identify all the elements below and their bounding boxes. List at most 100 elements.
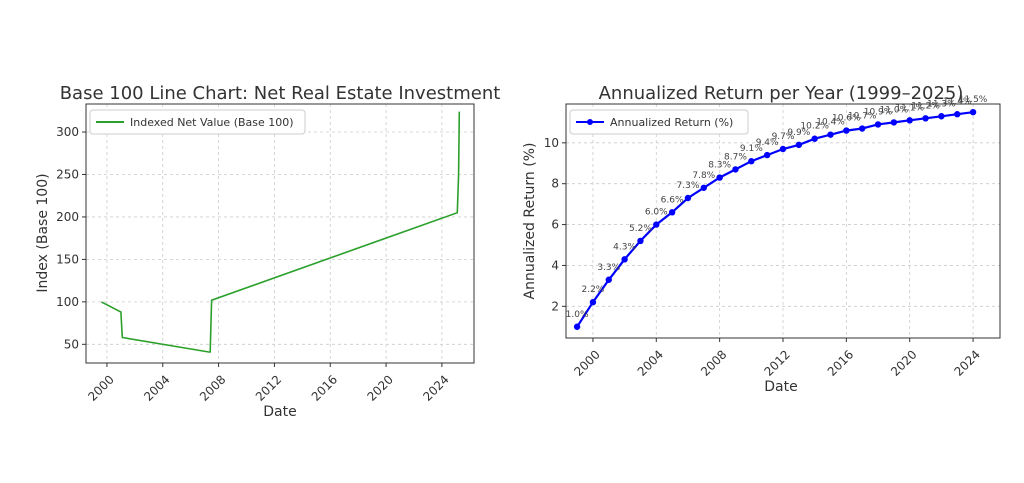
chart2-x-ticks: 2000 2004 2008 2012 2016 2020 2024 [571,338,983,379]
chart1-series-line [101,111,461,353]
chart2-series [573,108,977,330]
chart2-data-point [811,135,818,142]
chart2-data-point [827,131,834,138]
chart2-data-point [858,125,866,132]
chart1-title: Base 100 Line Chart: Net Real Estate Inv… [60,83,501,104]
chart2-data-label: 6.0% [645,208,668,218]
chart2-data-point [779,145,787,153]
chart2-title: Annualized Return per Year (1999–2025) [599,83,964,104]
chart2-data-label: 11.5% [959,95,988,105]
chart2-data-label: 9.4% [756,138,779,148]
chart2-data-label: 10.9% [864,107,893,117]
chart1-y-label: Index (Base 100) [35,173,51,292]
chart2-grid [566,104,1000,338]
chart2-legend: Annualized Return (%) [569,109,749,135]
chart2-data-label: 5.2% [629,224,652,234]
chart1-x-label: Date [263,404,296,420]
chart2-data-point [605,276,612,283]
chart2-data-label: 3.3% [597,263,620,273]
chart2-data-label: 10.4% [816,118,845,128]
chart2-data-label: 1.0% [566,310,589,320]
chart1-y-tick-label: 150 [56,252,79,266]
chart2-data-point [922,115,929,122]
chart2-y-tick-label: 8 [551,177,559,191]
chart2-data-label: 2.2% [581,285,604,295]
chart2-data-point [969,108,977,116]
chart2-data-point [589,299,597,306]
chart2-data-label: 9.9% [787,128,810,138]
chart1-y-tick-label: 100 [56,295,79,309]
chart1-legend: Indexed Net Value (Base 100) [89,109,306,135]
chart2-y-tick-label: 6 [551,218,559,232]
chart1-x-tick-label: 2024 [420,372,451,403]
chart2-data-point [716,174,723,181]
chart2-data-point [954,111,961,118]
chart2-data-label: 9.7% [772,132,795,142]
chart2-data-point [763,151,771,159]
chart1-y-ticks: 50 100 150 200 250 300 [56,125,86,351]
chart2-data-point [621,256,628,263]
chart2-data-point [890,119,898,126]
chart2-x-label: Date [764,379,797,395]
chart2-x-tick-label: 2024 [951,347,982,378]
chart2-x-tick-label: 2020 [888,347,919,378]
chart1-legend-box [89,109,306,135]
chart2-x-tick-label: 2008 [698,347,729,378]
chart2-y-ticks: 2 4 6 8 10 [544,136,566,313]
chart2-data-label: 6.6% [661,195,684,205]
chart1-x-tick-label: 2008 [197,372,228,403]
chart1-x-tick-label: 2012 [253,372,284,403]
chart2-data-label: 10.2% [800,122,829,132]
chart2-data-point [795,141,803,149]
chart2-data-point [668,209,676,216]
chart2-data-point [653,221,660,228]
chart-net-real-estate: Base 100 Line Chart: Net Real Estate Inv… [35,83,500,420]
chart1-y-tick-label: 300 [56,125,79,139]
chart2-data-label: 8.3% [708,161,731,171]
chart1-y-tick-label: 250 [56,167,79,181]
chart2-data-label: 11.1% [895,103,924,113]
chart1-legend-label: Indexed Net Value (Base 100) [130,116,294,129]
chart2-data-label: 11.4% [943,97,972,107]
chart1-x-tick-label: 2020 [364,372,395,403]
chart2-data-label: 8.7% [724,152,747,162]
chart1-x-ticks: 2000 2004 2008 2012 2016 2020 2024 [85,363,452,404]
chart2-y-label: Annualized Return (%) [522,143,538,300]
chart2-x-tick-label: 2016 [825,347,856,378]
chart2-data-label: 7.3% [677,181,700,191]
chart1-series [101,111,461,353]
chart2-data-point [700,184,708,191]
chart1-x-tick-label: 2000 [85,372,116,403]
chart2-legend-marker [587,119,593,125]
chart2-data-point [732,166,739,173]
chart2-x-tick-label: 2004 [635,347,666,378]
chart2-data-point [874,121,882,128]
chart2-legend-box [569,109,749,135]
chart2-x-tick-label: 2000 [571,347,602,378]
chart1-x-tick-label: 2016 [309,372,340,403]
chart-annualized-return: Annualized Return per Year (1999–2025) 1… [522,83,1001,395]
chart2-data-labels: 1.0% 2.2% 3.3% 4.3% 5.2% 6.0% 6.6% 7.3%7.8%8.3%… [566,95,988,320]
chart2-data-point [906,117,913,124]
chart1-y-tick-label: 200 [56,210,79,224]
chart2-data-point [637,237,644,245]
chart2-y-tick-label: 2 [551,299,559,313]
chart2-data-label: 10.7% [848,112,877,122]
chart2-data-point [748,158,755,165]
chart2-data-point [573,323,581,330]
chart2-data-label: 7.8% [692,171,715,181]
chart2-x-tick-label: 2012 [761,347,792,378]
chart2-data-label: 4.3% [613,242,636,252]
chart2-legend-label: Annualized Return (%) [610,116,733,129]
chart2-data-label: 10.6% [832,114,861,124]
chart2-data-point [684,194,692,202]
chart2-data-point [843,127,850,134]
chart2-data-label: 9.1% [740,144,763,154]
chart2-data-label: 11.2% [911,101,940,111]
chart1-grid [86,104,474,363]
chart2-data-point [938,113,945,120]
chart2-y-tick-label: 4 [551,258,559,272]
chart1-y-tick-label: 50 [64,337,79,351]
chart2-data-label: 11.0% [880,105,909,115]
